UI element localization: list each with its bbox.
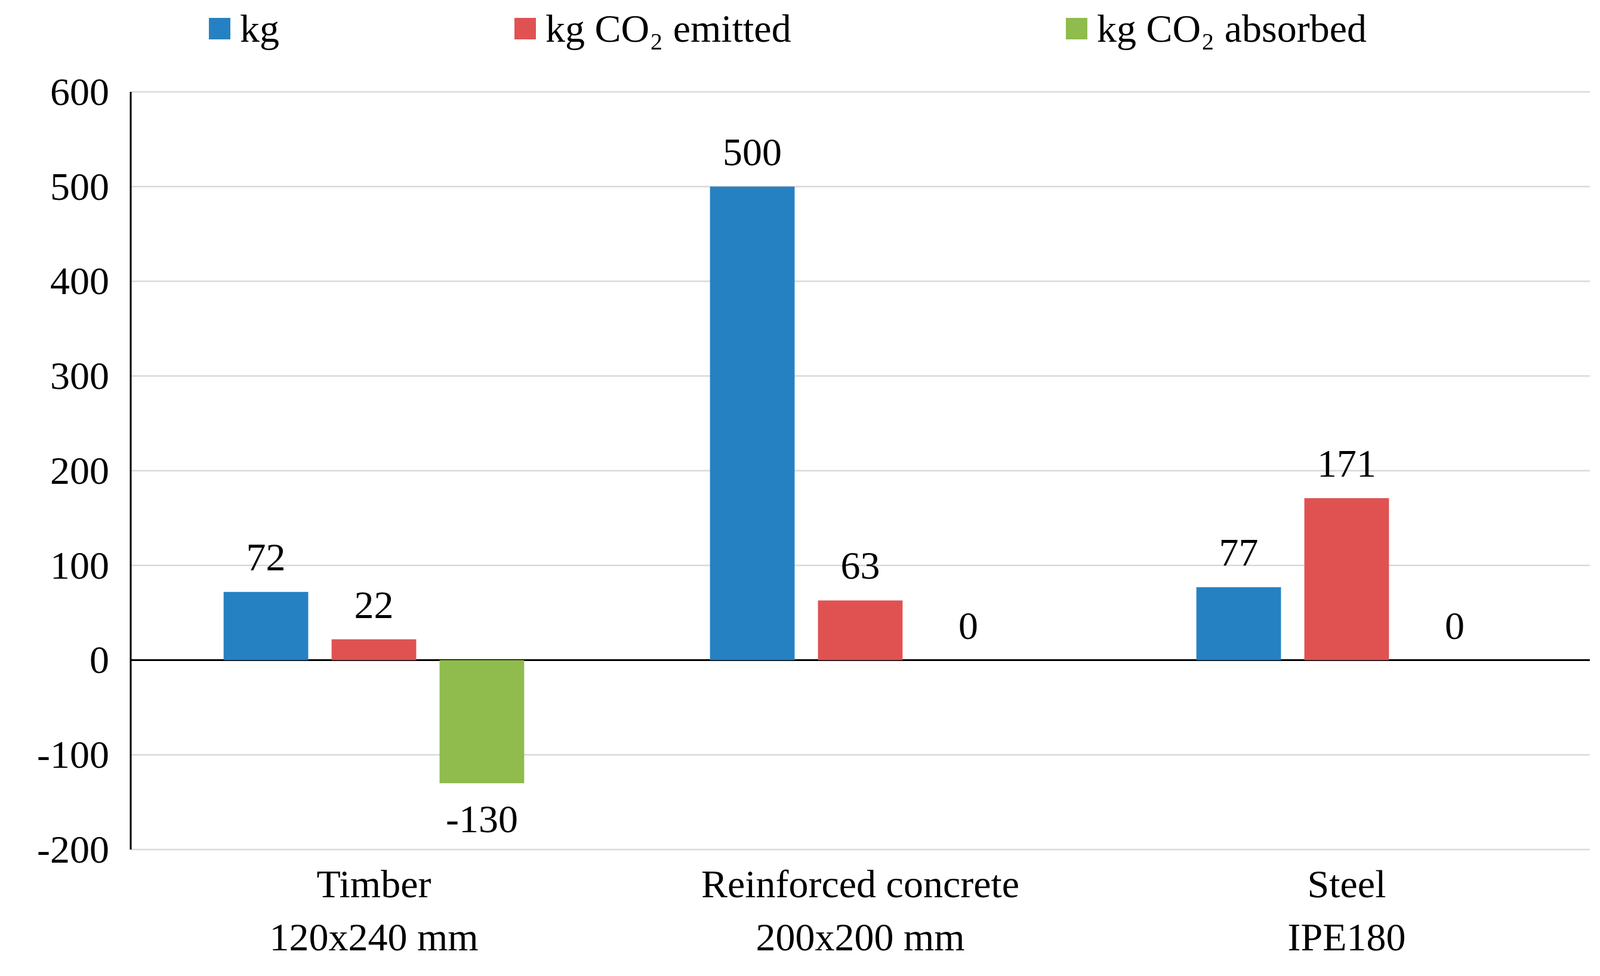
legend-swatch <box>208 17 231 40</box>
category-line: 200x200 mm <box>755 915 965 960</box>
bar <box>223 592 309 661</box>
grid-line <box>130 375 1590 378</box>
bar <box>818 600 903 661</box>
bar <box>1196 587 1282 661</box>
y-tick-label: 200 <box>50 448 110 493</box>
y-tick-label: -100 <box>37 732 110 777</box>
legend-label: kg <box>239 6 280 51</box>
legend-label: kg CO₂ absorbed <box>1096 6 1367 51</box>
grid-line <box>130 280 1590 283</box>
grid-line <box>130 754 1590 757</box>
bar <box>331 639 417 661</box>
y-tick-label: 400 <box>50 259 110 303</box>
data-label: 171 <box>1317 441 1377 486</box>
grid-line <box>130 91 1590 94</box>
bar <box>926 660 1011 661</box>
data-label: 77 <box>1219 530 1259 575</box>
category-line: IPE180 <box>1287 915 1407 960</box>
legend-swatch <box>514 17 536 40</box>
data-label: 72 <box>246 535 286 579</box>
data-label: -130 <box>445 797 519 841</box>
y-tick-label: 100 <box>50 543 110 588</box>
chart-root: -200 -100 0 100 200 300 400 500 600 72 22 -130 500 63… <box>0 0 1600 976</box>
category-label: Steel IPE180 <box>1287 862 1407 960</box>
category-label: Reinforced concrete 200x200 mm <box>701 862 1020 960</box>
category-label: Timber 120x240 mm <box>269 862 479 960</box>
legend-swatch <box>1065 17 1088 40</box>
bar <box>1304 498 1390 661</box>
y-tick-label: 600 <box>50 69 110 114</box>
data-label: 22 <box>354 583 394 627</box>
category-line: Steel <box>1307 862 1387 906</box>
labels: 72 22 -130 500 63 0 77 171 0 <box>246 130 1465 841</box>
y-tick-label: 300 <box>50 353 110 398</box>
bar <box>710 186 795 661</box>
bars <box>223 186 1390 784</box>
bar <box>1412 660 1498 661</box>
data-label: 0 <box>958 603 979 648</box>
chart-svg: -200 -100 0 100 200 300 400 500 600 72 22 -130 500 63… <box>0 0 1600 976</box>
grid-line <box>130 849 1590 852</box>
y-tick-label: 0 <box>89 637 110 682</box>
bar <box>439 660 525 784</box>
y-axis-line <box>130 91 132 850</box>
category-line: Reinforced concrete <box>701 862 1020 906</box>
grid-line <box>130 186 1590 188</box>
category-line: 120x240 mm <box>269 915 479 960</box>
y-tick-label: -200 <box>37 827 110 872</box>
data-label: 500 <box>722 130 782 174</box>
legend-label: kg CO₂ emitted <box>545 6 792 51</box>
y-tick-label: 500 <box>50 164 110 209</box>
data-label: 63 <box>840 543 881 588</box>
data-label: 0 <box>1444 603 1465 648</box>
category-line: Timber <box>316 862 432 906</box>
